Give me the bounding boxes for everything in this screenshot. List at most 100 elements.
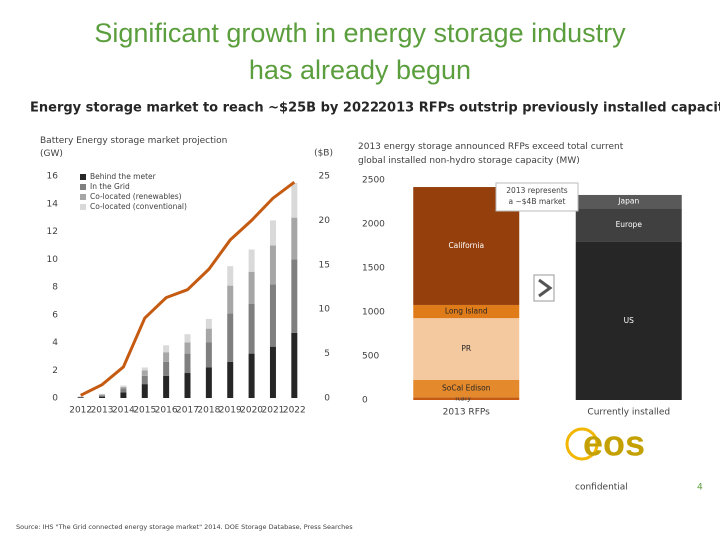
bar-segment: [413, 318, 520, 380]
bar-segment: [184, 334, 191, 343]
bar-segment: [291, 182, 298, 218]
y-tick-label: 8: [52, 283, 58, 293]
legend-swatch: [80, 174, 86, 180]
y2-tick-label: 5: [324, 349, 330, 359]
bar-segment: [99, 396, 106, 398]
x-tick-label: 2020: [240, 406, 263, 416]
section-heading: 2013 RFPs outstrip previously installed …: [378, 101, 720, 116]
page-number: 4: [697, 483, 703, 493]
bar-segment: [120, 385, 127, 387]
y2-tick-label: 0: [324, 394, 330, 404]
bar-segment: [227, 313, 234, 362]
y-tick-label: 500: [362, 352, 379, 362]
bar-segment: [413, 304, 520, 319]
bar-segment: [291, 259, 298, 333]
bar-segment: [248, 303, 255, 354]
legend-swatch: [80, 204, 86, 210]
x-tick-label: 2022: [283, 406, 306, 416]
annotation-box: [495, 182, 579, 212]
segment-label: Japan: [617, 197, 639, 206]
legend-swatch: [80, 184, 86, 190]
y-tick-label: 2000: [362, 220, 385, 230]
bar-segment: [205, 318, 212, 329]
slide-title: Significant growth in energy storage ind…: [94, 18, 626, 48]
x-tick-label: Currently installed: [587, 408, 670, 418]
x-tick-label: 2018: [197, 406, 220, 416]
bar-segment: [163, 361, 170, 376]
y-tick-label: 14: [47, 199, 59, 209]
bar-segment: [269, 346, 276, 398]
x-tick-label: 2015: [133, 406, 156, 416]
bar-segment: [120, 388, 127, 393]
slide-title: has already begun: [249, 55, 471, 85]
bar-segment: [141, 375, 148, 385]
x-tick-label: 2016: [155, 406, 178, 416]
line-series: [80, 181, 296, 397]
y2-tick-label: 15: [319, 260, 330, 270]
bar-segment: [77, 397, 84, 398]
segment-label: Italy: [455, 394, 472, 403]
y-tick-label: 1500: [362, 264, 385, 274]
bar-segment: [205, 328, 212, 343]
bar-segment: [248, 353, 255, 398]
legend-label: Behind the meter: [90, 172, 157, 181]
segment-label: California: [448, 241, 484, 250]
y2-tick-label: 25: [319, 172, 330, 182]
logo: eos: [565, 423, 645, 464]
legend-label: In the Grid: [90, 182, 130, 191]
y-tick-label: 2: [52, 366, 58, 376]
x-tick-label: 2017: [176, 406, 199, 416]
segment-label: SoCal Edison: [442, 384, 491, 393]
bar-segment: [99, 394, 106, 396]
chart-subtitle: 2013 energy storage announced RFPs excee…: [358, 142, 624, 166]
legend-swatch: [80, 194, 86, 200]
y-tick-label: 10: [47, 255, 59, 265]
logo-text: eos: [583, 423, 645, 464]
y2-tick-label: 20: [319, 216, 331, 226]
bar-segment: [120, 386, 127, 389]
source-note: Source: IHS "The Grid connected energy s…: [16, 523, 353, 531]
bar-segment: [413, 379, 520, 398]
section-heading: Energy storage market to reach ~$25B by …: [30, 101, 379, 116]
y-tick-label: 16: [47, 172, 59, 182]
bar-segment: [291, 217, 298, 260]
greater-than: [538, 278, 553, 298]
bar-segment: [248, 271, 255, 304]
x-tick-label: 2013 RFPs: [443, 408, 490, 418]
bar-segment: [184, 353, 191, 374]
bar-segment: [269, 245, 276, 285]
annotation: 2013 represents a ~$4B market: [506, 186, 568, 206]
bar-segment: [184, 373, 191, 398]
bar-segment: [163, 352, 170, 362]
x-tick-label: 2013: [91, 406, 114, 416]
y-tick-label: 0: [362, 396, 368, 406]
y-tick-label: 2500: [362, 176, 385, 186]
segment-label: US: [624, 316, 634, 325]
y-tick-label: 6: [52, 310, 58, 320]
segment-label: Long Island: [445, 307, 488, 316]
y-axis-title: Battery Energy storage market projection…: [40, 136, 227, 159]
y-tick-label: 0: [52, 394, 58, 404]
bar-segment: [227, 266, 234, 286]
bar-segment: [184, 342, 191, 354]
bar-segment: [141, 370, 148, 376]
bar-segment: [163, 375, 170, 398]
x-tick-label: 2021: [262, 406, 285, 416]
bar-segment: [248, 249, 255, 272]
bar-segment: [269, 284, 276, 347]
segment-label: PR: [461, 344, 471, 353]
bar-segment: [269, 220, 276, 246]
bar-segment: [575, 208, 682, 242]
bar-segment: [413, 397, 520, 400]
bar-segment: [141, 384, 148, 398]
legend-label: Co-located (conventional): [90, 202, 187, 211]
y2-axis-title: ($B): [314, 149, 333, 159]
y-tick-label: 4: [52, 338, 58, 348]
bar-segment: [99, 395, 106, 397]
bar-segment: [120, 392, 127, 398]
y-tick-label: 12: [47, 227, 58, 237]
legend-label: Co-located (renewables): [90, 192, 182, 201]
x-tick-label: 2019: [219, 406, 242, 416]
bar-segment: [205, 367, 212, 398]
